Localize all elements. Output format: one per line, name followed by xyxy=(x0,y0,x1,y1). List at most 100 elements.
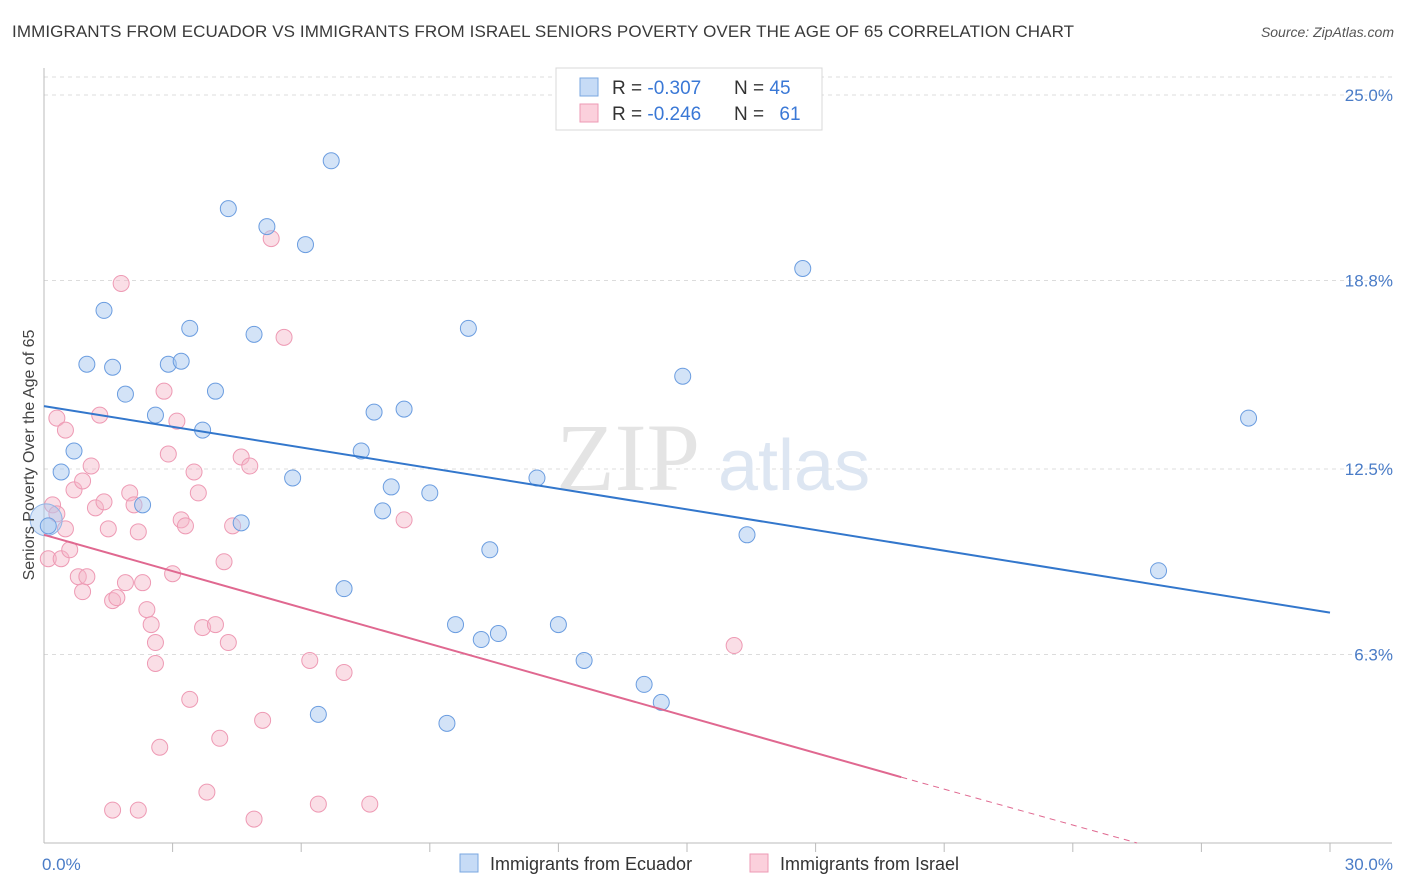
israel-trend-line xyxy=(43,533,902,779)
israel-point xyxy=(189,484,207,502)
legend-swatch-israel xyxy=(579,103,599,123)
ecuador-point xyxy=(322,152,340,170)
x-tick-label: 0.0% xyxy=(42,855,81,874)
israel-point xyxy=(116,574,134,592)
ecuador-trend-line xyxy=(43,405,1331,614)
israel-point xyxy=(198,783,216,801)
ecuador-point xyxy=(489,625,507,643)
ecuador-point xyxy=(335,580,353,598)
israel-point xyxy=(52,550,70,568)
israel-point xyxy=(146,654,164,672)
israel-point xyxy=(78,568,96,586)
bottom-legend-ecuador[interactable]: Immigrants from Ecuador xyxy=(490,854,692,874)
ecuador-point xyxy=(794,260,812,277)
ecuador-point xyxy=(635,675,653,693)
israel-point xyxy=(48,409,66,427)
israel-point xyxy=(219,634,237,652)
israel-point xyxy=(361,795,379,813)
ecuador-point xyxy=(309,705,327,723)
ecuador-point xyxy=(365,403,383,421)
israel-point xyxy=(159,445,177,463)
ecuador-point xyxy=(459,319,477,337)
israel-point xyxy=(142,616,160,634)
grid-lines xyxy=(44,76,1392,655)
x-tick-label: 30.0% xyxy=(1345,855,1393,874)
israel-point xyxy=(395,511,413,529)
ecuador-point xyxy=(738,526,756,544)
ecuador-point xyxy=(258,218,276,236)
svg-text:N = 61: N = 61 xyxy=(734,104,801,125)
svg-text:R = -0.307: R = -0.307 xyxy=(612,78,701,99)
ecuador-point xyxy=(296,236,314,254)
ecuador-point xyxy=(674,367,692,385)
stats-legend: R = -0.307 N = 45 R = -0.246 N = 61 xyxy=(555,67,823,131)
israel-point xyxy=(56,421,74,439)
ecuador-point xyxy=(352,442,370,460)
israel-point xyxy=(65,481,83,499)
ecuador-point xyxy=(52,463,70,481)
israel-point xyxy=(155,382,173,400)
israel-point xyxy=(112,274,130,292)
bottom-swatch-ecuador[interactable] xyxy=(459,853,479,873)
ecuador-point xyxy=(549,616,567,634)
israel-point xyxy=(181,690,199,708)
ecuador-point xyxy=(284,469,302,487)
ecuador-points xyxy=(29,152,1258,732)
israel-point xyxy=(146,634,164,652)
israel-point xyxy=(104,801,122,819)
ecuador-point xyxy=(472,631,490,649)
bottom-swatch-israel[interactable] xyxy=(749,853,769,873)
chart-title: IMMIGRANTS FROM ECUADOR VS IMMIGRANTS FR… xyxy=(12,22,1075,41)
ecuador-point xyxy=(39,517,57,535)
israel-point xyxy=(254,711,272,729)
israel-point xyxy=(232,448,250,466)
israel-point xyxy=(129,523,147,541)
israel-point xyxy=(134,574,152,592)
israel-point xyxy=(74,472,92,490)
israel-point xyxy=(335,663,353,681)
y-tick-label: 12.5% xyxy=(1345,460,1393,479)
ecuador-point xyxy=(95,301,113,319)
israel-point xyxy=(206,616,224,634)
ecuador-point xyxy=(438,714,456,732)
ecuador-point xyxy=(652,693,670,711)
watermark-atlas: atlas xyxy=(718,426,870,506)
legend-n-label-ecuador: N = xyxy=(734,78,769,99)
ecuador-point xyxy=(447,616,465,634)
israel-point xyxy=(74,583,92,601)
ecuador-point xyxy=(395,400,413,418)
legend-r-ecuador: -0.307 xyxy=(647,78,701,99)
bottom-legend-israel[interactable]: Immigrants from Israel xyxy=(780,854,959,874)
israel-point xyxy=(301,651,319,669)
israel-point xyxy=(241,457,259,475)
watermark-zip: ZIP xyxy=(556,404,700,511)
ecuador-point xyxy=(245,325,263,343)
israel-point xyxy=(172,511,190,529)
israel-point xyxy=(211,729,229,747)
axes xyxy=(43,68,1392,852)
israel-point xyxy=(151,738,169,756)
y-tick-label: 6.3% xyxy=(1354,645,1393,664)
ecuador-point xyxy=(374,502,392,520)
ecuador-point xyxy=(232,514,250,532)
israel-point xyxy=(39,550,57,568)
ecuador-point xyxy=(481,541,499,559)
israel-point xyxy=(129,801,147,819)
legend-n-israel: 61 xyxy=(779,104,800,125)
ecuador-point xyxy=(1240,409,1258,427)
ecuador-point xyxy=(219,200,237,218)
ecuador-point xyxy=(146,406,164,424)
ecuador-point xyxy=(206,382,224,400)
ecuador-point xyxy=(575,651,593,669)
israel-point xyxy=(215,553,233,571)
legend-r-label-ecuador: R = xyxy=(612,78,647,99)
ecuador-point xyxy=(181,319,199,337)
israel-point xyxy=(99,520,117,538)
israel-point xyxy=(138,601,156,619)
israel-trend-extension xyxy=(901,776,1138,844)
source-label: Source: ZipAtlas.com xyxy=(1260,24,1394,40)
y-tick-label: 18.8% xyxy=(1345,271,1393,290)
y-axis-label: Seniors Poverty Over the Age of 65 xyxy=(21,330,38,581)
israel-point xyxy=(86,499,104,517)
